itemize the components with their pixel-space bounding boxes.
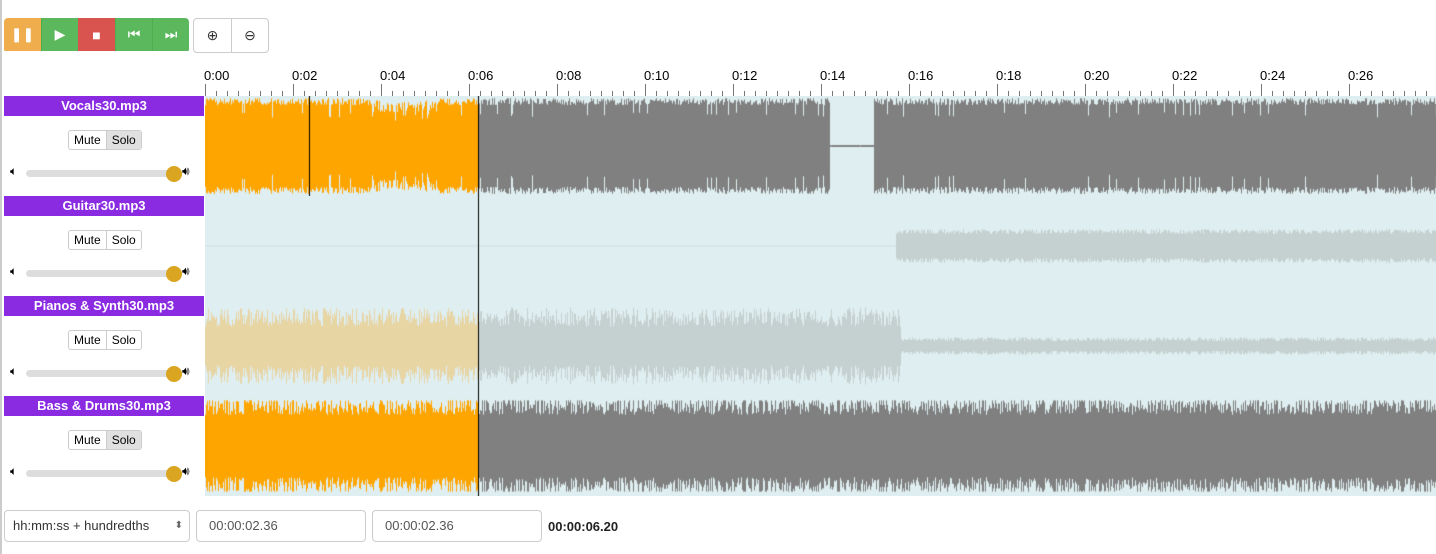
track-name: Vocals30.mp3 (4, 96, 204, 116)
volume-up-icon: 🔊︎ (182, 364, 190, 378)
mute-button[interactable]: Mute (74, 333, 101, 347)
mute-solo-group: Mute Solo (68, 430, 142, 450)
stop-icon: ■ (92, 26, 101, 43)
play-button[interactable]: ▶ (41, 18, 78, 51)
zoom-in-icon: ⊕ (206, 27, 219, 43)
pause-icon: ❚❚ (10, 26, 35, 42)
track-name: Pianos & Synth30.mp3 (4, 296, 204, 316)
tick-label: 0:22 (1172, 68, 1198, 83)
tick-label: 0:12 (732, 68, 758, 83)
volume-control: 🔈︎ 🔊︎ (10, 364, 200, 382)
tick-label: 0:18 (996, 68, 1022, 83)
tick-label: 0:08 (556, 68, 582, 83)
solo-button[interactable]: Solo (105, 231, 141, 249)
volume-slider-handle[interactable] (166, 166, 182, 182)
tick-label: 0:00 (204, 68, 230, 83)
volume-slider-handle[interactable] (166, 366, 182, 382)
zoom-in-button[interactable]: ⊕ (194, 19, 231, 52)
volume-up-icon: 🔊︎ (182, 464, 190, 478)
waveform[interactable] (205, 296, 1436, 396)
solo-button[interactable]: Solo (105, 431, 141, 449)
mute-button[interactable]: Mute (74, 233, 101, 247)
tick-label: 0:04 (380, 68, 406, 83)
pause-button[interactable]: ❚❚ (4, 18, 41, 51)
track: Bass & Drums30.mp3 Mute Solo 🔈︎ 🔊︎ (4, 396, 1436, 496)
time-format-select[interactable]: hh:mm:ss + hundredths (4, 510, 190, 542)
volume-slider-handle[interactable] (166, 266, 182, 282)
tick-label: 0:20 (1084, 68, 1110, 83)
tick-label: 0:14 (820, 68, 846, 83)
solo-button[interactable]: Solo (105, 131, 141, 149)
track-controls: Pianos & Synth30.mp3 Mute Solo 🔈︎ 🔊︎ (4, 296, 204, 396)
zoom-out-icon: ⊖ (244, 27, 256, 43)
fast-forward-button[interactable]: ⏭ (152, 18, 189, 51)
volume-control: 🔈︎ 🔊︎ (10, 464, 200, 482)
play-icon: ▶ (54, 26, 66, 42)
tick-label: 0:10 (644, 68, 670, 83)
tick-label: 0:26 (1348, 68, 1374, 83)
tick-label: 0:06 (468, 68, 494, 83)
track-controls: Guitar30.mp3 Mute Solo 🔈︎ 🔊︎ (4, 196, 204, 296)
volume-control: 🔈︎ 🔊︎ (10, 164, 200, 182)
waveform[interactable] (205, 96, 1436, 196)
volume-down-icon: 🔈︎ (10, 164, 18, 178)
mute-button[interactable]: Mute (74, 133, 101, 147)
volume-slider[interactable] (26, 266, 182, 282)
toolbar: ❚❚ ▶ ■ ⏮ ⏭ ⊕ ⊖ (4, 18, 269, 53)
track-controls: Bass & Drums30.mp3 Mute Solo 🔈︎ 🔊︎ (4, 396, 204, 496)
tick-label: 0:02 (292, 68, 318, 83)
mute-solo-group: Mute Solo (68, 330, 142, 350)
track: Vocals30.mp3 Mute Solo 🔈︎ 🔊︎ (4, 96, 1436, 196)
waveform[interactable] (205, 396, 1436, 496)
volume-control: 🔈︎ 🔊︎ (10, 264, 200, 282)
track-name: Bass & Drums30.mp3 (4, 396, 204, 416)
volume-down-icon: 🔈︎ (10, 264, 18, 278)
skip-back-icon: ⏮ (127, 26, 141, 42)
tick-label: 0:16 (908, 68, 934, 83)
rewind-button[interactable]: ⏮ (115, 18, 152, 51)
track-name: Guitar30.mp3 (4, 196, 204, 216)
volume-down-icon: 🔈︎ (10, 364, 18, 378)
playback-controls: ❚❚ ▶ ■ ⏮ ⏭ (4, 18, 189, 53)
volume-slider-handle[interactable] (166, 466, 182, 482)
waveform[interactable] (205, 196, 1436, 296)
mute-button[interactable]: Mute (74, 433, 101, 447)
track-controls: Vocals30.mp3 Mute Solo 🔈︎ 🔊︎ (4, 96, 204, 196)
track: Guitar30.mp3 Mute Solo 🔈︎ 🔊︎ (4, 196, 1436, 296)
mute-solo-group: Mute Solo (68, 230, 142, 250)
volume-slider[interactable] (26, 366, 182, 382)
bottom-bar: hh:mm:ss + hundredths 00:00:02.36 00:00:… (4, 510, 618, 542)
timeline-ruler[interactable]: 0:00 0:02 0:04 0:06 0:08 0:10 0:12 0:14 0:16 0:18… (204, 64, 1436, 96)
tick-label: 0:24 (1260, 68, 1286, 83)
volume-up-icon: 🔊︎ (182, 264, 190, 278)
volume-slider[interactable] (26, 466, 182, 482)
selection-end-input[interactable]: 00:00:02.36 (372, 510, 542, 542)
volume-down-icon: 🔈︎ (10, 464, 18, 478)
selection-start-input[interactable]: 00:00:02.36 (196, 510, 366, 542)
volume-up-icon: 🔊︎ (182, 164, 190, 178)
skip-forward-icon: ⏭ (164, 26, 178, 42)
mute-solo-group: Mute Solo (68, 130, 142, 150)
solo-button[interactable]: Solo (105, 331, 141, 349)
volume-slider[interactable] (26, 166, 182, 182)
track: Pianos & Synth30.mp3 Mute Solo 🔈︎ 🔊︎ (4, 296, 1436, 396)
stop-button[interactable]: ■ (78, 18, 115, 51)
zoom-controls: ⊕ ⊖ (193, 18, 269, 53)
zoom-out-button[interactable]: ⊖ (231, 19, 268, 52)
audio-position: 00:00:06.20 (548, 518, 619, 534)
